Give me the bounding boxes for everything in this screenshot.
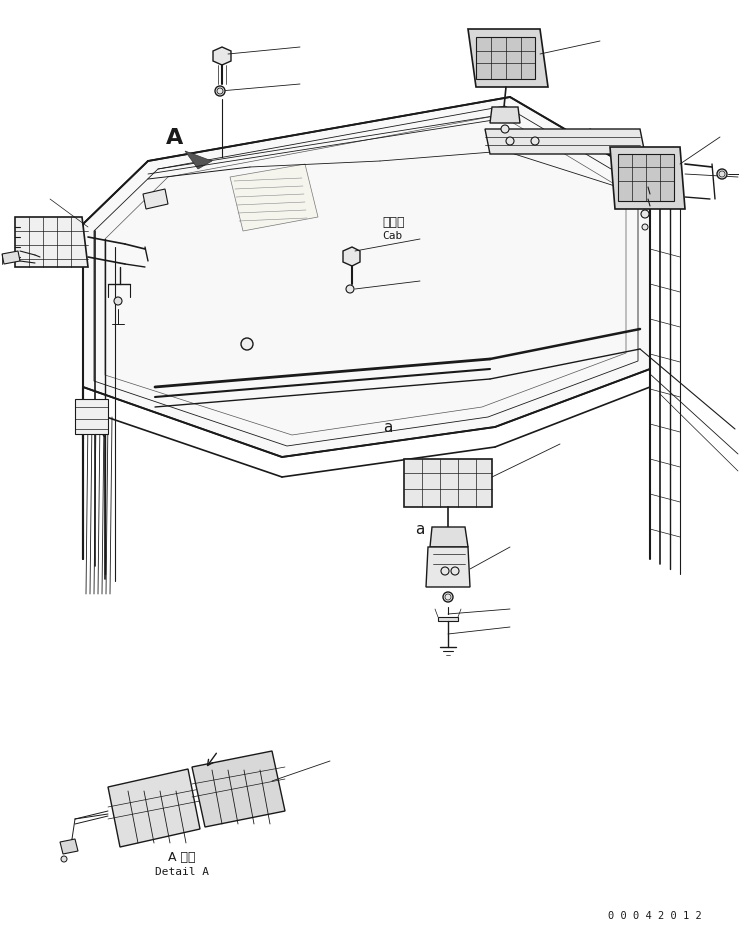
Polygon shape	[2, 252, 20, 265]
Circle shape	[451, 567, 459, 576]
Polygon shape	[192, 751, 285, 827]
Polygon shape	[60, 839, 78, 854]
Polygon shape	[618, 155, 674, 202]
Text: A 詳細: A 詳細	[168, 851, 196, 864]
Text: A: A	[166, 128, 183, 147]
Circle shape	[531, 138, 539, 146]
Text: Cab: Cab	[382, 231, 402, 241]
Text: Detail A: Detail A	[155, 866, 209, 876]
Text: a: a	[415, 522, 425, 537]
Circle shape	[642, 224, 648, 231]
Text: キャブ: キャブ	[382, 215, 404, 228]
Polygon shape	[468, 30, 548, 88]
Polygon shape	[108, 769, 200, 847]
Text: a: a	[384, 420, 392, 435]
Polygon shape	[75, 400, 108, 435]
Polygon shape	[213, 48, 231, 66]
Circle shape	[443, 592, 453, 603]
Polygon shape	[143, 190, 168, 210]
Circle shape	[641, 210, 649, 219]
Polygon shape	[476, 38, 535, 80]
Polygon shape	[610, 147, 685, 210]
Polygon shape	[490, 108, 520, 124]
Polygon shape	[15, 218, 88, 268]
Polygon shape	[404, 460, 492, 507]
Circle shape	[61, 856, 67, 862]
Text: 0 0 0 4 2 0 1 2: 0 0 0 4 2 0 1 2	[608, 910, 702, 920]
Polygon shape	[83, 98, 650, 458]
Polygon shape	[485, 130, 645, 155]
Polygon shape	[426, 548, 470, 588]
Circle shape	[346, 286, 354, 294]
Polygon shape	[438, 617, 458, 621]
Circle shape	[506, 138, 514, 146]
Polygon shape	[185, 152, 212, 170]
Circle shape	[215, 87, 225, 97]
Circle shape	[501, 126, 509, 133]
Circle shape	[441, 567, 449, 576]
Polygon shape	[230, 165, 318, 232]
Circle shape	[717, 170, 727, 180]
Polygon shape	[343, 248, 360, 267]
Circle shape	[114, 298, 122, 306]
Polygon shape	[430, 527, 468, 548]
Circle shape	[241, 338, 253, 350]
